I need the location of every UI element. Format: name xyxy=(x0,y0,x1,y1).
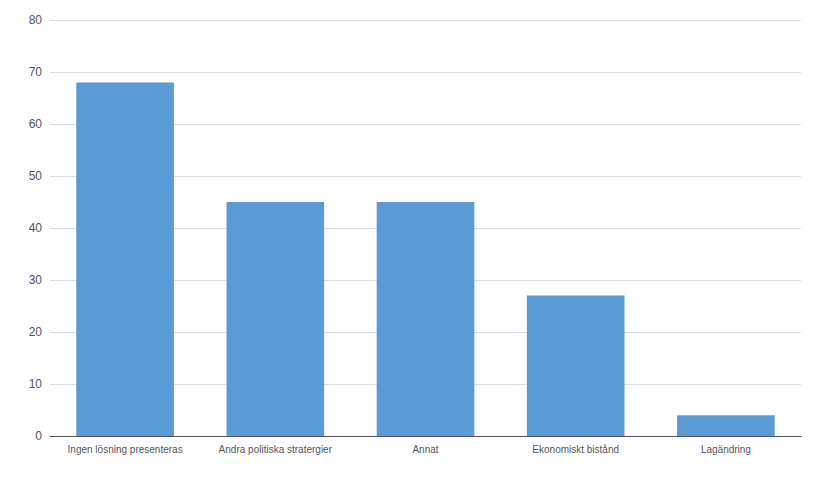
svg-text:Annat: Annat xyxy=(412,444,438,455)
svg-text:Andra politiska stratergier: Andra politiska stratergier xyxy=(219,444,333,455)
svg-text:20: 20 xyxy=(29,325,43,339)
svg-text:50: 50 xyxy=(29,169,43,183)
svg-text:30: 30 xyxy=(29,273,43,287)
svg-text:Ekonomiskt bistånd: Ekonomiskt bistånd xyxy=(532,444,619,455)
svg-text:10: 10 xyxy=(29,377,43,391)
svg-text:70: 70 xyxy=(29,65,43,79)
svg-text:80: 80 xyxy=(29,13,43,27)
svg-text:40: 40 xyxy=(29,221,43,235)
svg-text:Lagändring: Lagändring xyxy=(701,444,751,455)
svg-text:Ingen lösning presenteras: Ingen lösning presenteras xyxy=(68,444,183,455)
svg-text:0: 0 xyxy=(35,429,42,443)
svg-text:60: 60 xyxy=(29,117,43,131)
